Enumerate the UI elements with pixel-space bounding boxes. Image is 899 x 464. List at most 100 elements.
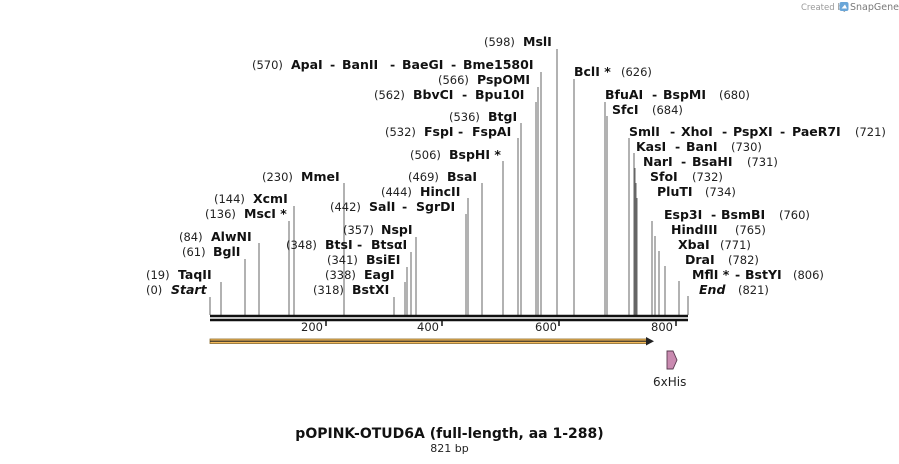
pos-esp3i: (760) bbox=[779, 208, 810, 222]
site-bstxi: BstXI bbox=[352, 282, 389, 297]
site-btsalphai: BtsαI bbox=[371, 237, 407, 252]
site-start: Start bbox=[171, 282, 208, 297]
site-bbvci: BbvCI bbox=[413, 87, 453, 102]
site-bpu10i: Bpu10I bbox=[475, 87, 524, 102]
pos-btsi: (348) bbox=[286, 238, 317, 252]
site-bsmbi: BsmBI bbox=[721, 207, 765, 222]
pos-bcli: (626) bbox=[621, 65, 652, 79]
site-btsi: BtsI bbox=[325, 237, 353, 252]
site-esp3i-sep: - bbox=[711, 207, 716, 222]
pos-sfoi: (732) bbox=[692, 170, 723, 184]
site-sfoi: SfoI bbox=[650, 169, 678, 184]
site-nari-sep: - bbox=[681, 154, 686, 169]
his-tag-feature: 6xHis bbox=[653, 350, 686, 389]
site-bsahi: BsaHI bbox=[692, 154, 733, 169]
site-fspai: FspAI bbox=[472, 124, 511, 139]
pos-sfci: (684) bbox=[652, 103, 683, 117]
site-sali-sep: - bbox=[402, 199, 407, 214]
site-xcmi: XcmI bbox=[253, 191, 288, 206]
site-mfli: MflI * bbox=[692, 267, 730, 282]
pos-btgi: (536) bbox=[449, 110, 480, 124]
snapgene-logo-icon bbox=[839, 2, 849, 11]
site-kasi: KasI bbox=[636, 139, 666, 154]
site-btgi: BtgI bbox=[488, 109, 517, 124]
snapgene-credit: Created by SnapGene bbox=[801, 2, 899, 13]
site-msli: MslI bbox=[523, 34, 552, 49]
site-sali: SalI bbox=[369, 199, 395, 214]
pos-hindiii: (765) bbox=[735, 223, 766, 237]
tick-label-200: 200 bbox=[301, 320, 323, 334]
pos-pspomi: (566) bbox=[438, 73, 469, 87]
pos-start: (0) bbox=[146, 283, 162, 297]
site-smli-sep3: - bbox=[780, 124, 785, 139]
credit-prefix: Created by bbox=[801, 3, 848, 13]
site-hincii: HincII bbox=[420, 184, 460, 199]
his-tag-label: 6xHis bbox=[653, 375, 686, 389]
pos-xcmi: (144) bbox=[214, 192, 245, 206]
site-end: End bbox=[699, 282, 726, 297]
site-bfuai-sep: - bbox=[652, 87, 657, 102]
pos-mfli: (806) bbox=[793, 268, 824, 282]
pos-alwni: (84) bbox=[179, 230, 203, 244]
pos-eagi: (338) bbox=[325, 268, 356, 282]
pos-bgli: (61) bbox=[182, 245, 206, 259]
site-drai: DraI bbox=[685, 252, 715, 267]
site-banii: BanII bbox=[342, 57, 378, 72]
site-bsiei: BsiEI bbox=[366, 252, 400, 267]
site-pspomi: PspOMI bbox=[477, 72, 530, 87]
site-bsai: BsaI bbox=[447, 169, 477, 184]
site-xbai: XbaI bbox=[678, 237, 710, 252]
site-nari: NarI bbox=[643, 154, 673, 169]
site-smli: SmlI bbox=[629, 124, 660, 139]
pos-nari: (731) bbox=[747, 155, 778, 169]
site-sfci: SfcI bbox=[612, 102, 639, 117]
site-msci: MscI * bbox=[244, 206, 287, 221]
site-paer7i: PaeR7I bbox=[792, 124, 841, 139]
site-taqii: TaqII bbox=[178, 267, 212, 282]
site-pluti: PluTI bbox=[657, 184, 693, 199]
site-bme1580i: Bme1580I bbox=[463, 57, 533, 72]
pos-bsai: (469) bbox=[408, 170, 439, 184]
site-kasi-sep: - bbox=[675, 139, 680, 154]
site-apai-sep3: - bbox=[451, 57, 456, 72]
dna-backbone bbox=[210, 314, 688, 322]
site-fspi: FspI bbox=[424, 124, 454, 139]
site-fspi-sep: - bbox=[458, 124, 463, 139]
pos-end: (821) bbox=[738, 283, 769, 297]
pos-nspi: (357) bbox=[343, 223, 374, 237]
site-btsi-sep: - bbox=[357, 237, 362, 252]
site-mfli-sep: - bbox=[735, 267, 740, 282]
axis-ticks: 200 400 600 800 bbox=[301, 320, 677, 334]
pos-bsiei: (341) bbox=[327, 253, 358, 267]
pos-msci: (136) bbox=[205, 207, 236, 221]
site-bani: BanI bbox=[686, 139, 718, 154]
pos-bstxi: (318) bbox=[313, 283, 344, 297]
site-xhoi: XhoI bbox=[681, 124, 713, 139]
credit-brand: SnapGene bbox=[850, 2, 899, 13]
site-sgrdi: SgrDI bbox=[416, 199, 455, 214]
map-title: pOPINK-OTUD6A (full-length, aa 1-288) bbox=[295, 426, 603, 442]
pos-sali: (442) bbox=[330, 200, 361, 214]
pos-xbai: (771) bbox=[720, 238, 751, 252]
site-esp3i: Esp3I bbox=[664, 207, 702, 222]
tick-label-400: 400 bbox=[417, 320, 439, 334]
site-bbvci-sep: - bbox=[462, 87, 467, 102]
pos-pluti: (734) bbox=[705, 185, 736, 199]
orf-arrow bbox=[209, 337, 654, 346]
pos-kasi: (730) bbox=[731, 140, 762, 154]
site-nspi: NspI bbox=[381, 222, 413, 237]
site-smli-sep1: - bbox=[670, 124, 675, 139]
pos-bbvci: (562) bbox=[374, 88, 405, 102]
site-labels: (0) Start (19) TaqII (61) BglI (84) AlwN… bbox=[146, 34, 886, 297]
tick-label-800: 800 bbox=[651, 320, 673, 334]
site-hindiii: HindIII bbox=[671, 222, 718, 237]
cut-site-lines bbox=[209, 49, 689, 315]
pos-drai: (782) bbox=[728, 253, 759, 267]
site-bfuai: BfuAI bbox=[605, 87, 643, 102]
site-mmei: MmeI bbox=[301, 169, 340, 184]
pos-smli: (721) bbox=[855, 125, 886, 139]
site-bstyi: BstYI bbox=[745, 267, 782, 282]
site-bsphi: BspHI * bbox=[449, 147, 501, 162]
site-alwni: AlwNI bbox=[211, 229, 252, 244]
pos-bfuai: (680) bbox=[719, 88, 750, 102]
